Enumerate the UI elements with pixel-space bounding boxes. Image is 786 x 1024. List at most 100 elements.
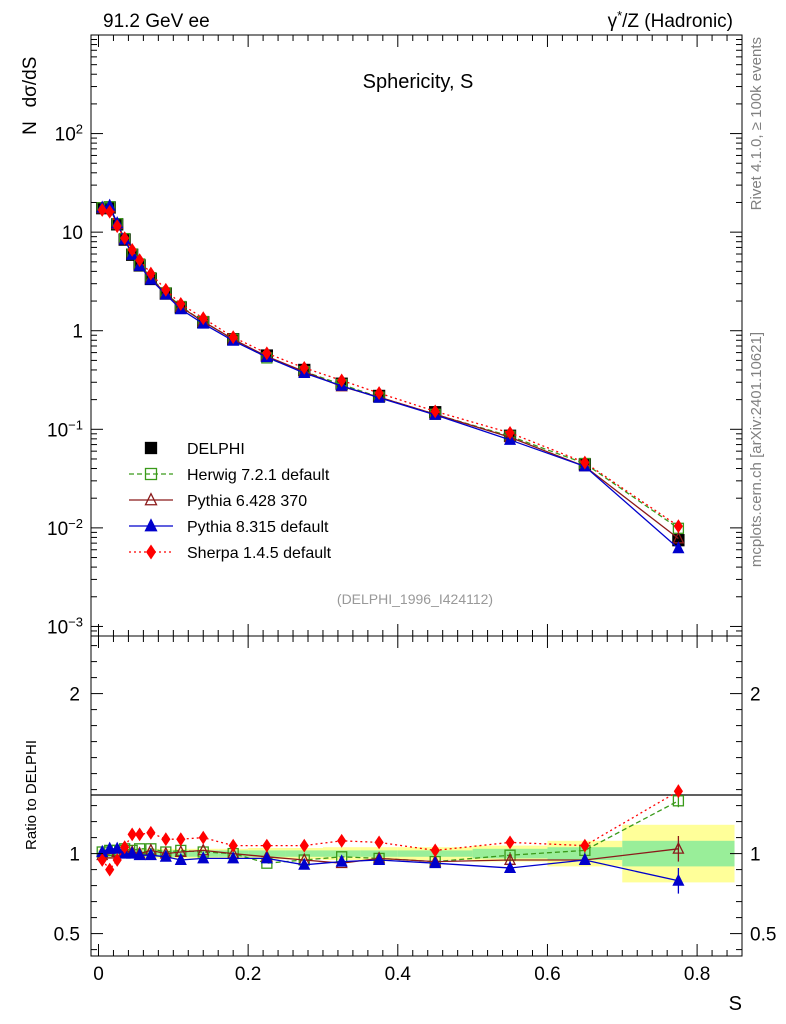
series-delphi bbox=[96, 201, 685, 547]
data-point bbox=[374, 386, 384, 400]
ratio-point bbox=[133, 847, 146, 861]
x-tick-label: 0.2 bbox=[235, 964, 261, 985]
ratio-point bbox=[146, 825, 156, 840]
ratio-point bbox=[337, 833, 347, 848]
ratio-point bbox=[176, 832, 186, 847]
y-tick-label: 10−3 bbox=[47, 614, 83, 639]
data-point bbox=[127, 243, 137, 257]
ratio-frame bbox=[90, 635, 743, 957]
data-point bbox=[97, 203, 107, 217]
y-axis-label-n: N bbox=[20, 121, 41, 135]
legend-item: Herwig 7.2.1 default bbox=[129, 467, 330, 484]
main-series-group bbox=[96, 198, 685, 554]
ratio-y-label: Ratio to DELPHI bbox=[23, 740, 40, 850]
legend-marker bbox=[145, 544, 157, 560]
legend-marker bbox=[144, 441, 158, 455]
legend-marker bbox=[144, 467, 158, 481]
ratio-point bbox=[578, 852, 591, 865]
y-tick-label: 10−1 bbox=[47, 417, 83, 442]
ratio-point bbox=[335, 854, 348, 867]
ratio-point bbox=[161, 832, 171, 847]
y-tick-label: 10 bbox=[62, 223, 83, 244]
data-point bbox=[120, 231, 130, 246]
plot-title: Sphericity, S bbox=[363, 71, 474, 93]
header-left: 91.2 GeV ee bbox=[103, 11, 210, 32]
ratio-y-tick-label-right: 1 bbox=[750, 845, 761, 866]
ratio-point bbox=[430, 843, 440, 858]
data-point bbox=[262, 346, 272, 361]
ratio-point bbox=[159, 849, 172, 862]
ratio-point bbox=[120, 840, 130, 855]
stat-uncertainty-band bbox=[322, 850, 361, 857]
header-right-gamma: γ bbox=[608, 11, 618, 32]
ratio-y-tick-label-right: 0.5 bbox=[750, 925, 776, 946]
legend-marker bbox=[144, 518, 158, 532]
legend-item: Pythia 8.315 default bbox=[129, 518, 329, 536]
ratio-point bbox=[262, 838, 272, 853]
ratio-point bbox=[429, 855, 442, 869]
ratio-point bbox=[228, 838, 238, 853]
y-tick-label: 10−2 bbox=[47, 515, 83, 540]
ratio-point bbox=[505, 835, 515, 850]
ratio-point bbox=[672, 873, 685, 886]
legend-marker bbox=[144, 492, 158, 506]
legend-label: Herwig 7.2.1 default bbox=[187, 467, 330, 484]
data-point bbox=[135, 253, 145, 268]
main-panel: 10−3 10−2 10−1 1 10 102 Sphericity, S (DELPHI… bbox=[20, 34, 743, 638]
ratio-point bbox=[126, 846, 139, 859]
ratio-point bbox=[503, 860, 517, 873]
ratio-point bbox=[127, 827, 137, 842]
header-right-rest: /Z (Hadronic) bbox=[622, 11, 733, 32]
ratio-point bbox=[580, 838, 590, 853]
data-point bbox=[198, 311, 208, 326]
legend-label: DELPHI bbox=[187, 441, 245, 458]
ratio-y-tick-label: 0.5 bbox=[54, 925, 80, 946]
ratio-point bbox=[673, 784, 683, 799]
y-tick-label: 102 bbox=[55, 121, 83, 146]
x-tick-label: 0.4 bbox=[385, 964, 412, 985]
series-sherpa-1-4-5-default bbox=[97, 203, 683, 534]
y-tick-label: 1 bbox=[72, 322, 83, 343]
ratio-point bbox=[135, 827, 145, 842]
data-point bbox=[161, 282, 171, 297]
ratio-y-tick-label: 1 bbox=[69, 845, 80, 866]
legend: DELPHI Herwig 7.2.1 default Pythia 6.428 3… bbox=[129, 441, 332, 562]
legend-label: Sherpa 1.4.5 default bbox=[187, 545, 332, 562]
series-pythia-6-428-370 bbox=[96, 200, 685, 544]
data-point bbox=[673, 519, 683, 534]
ratio-point bbox=[299, 838, 309, 853]
data-point bbox=[672, 541, 685, 554]
header-right-sup: * bbox=[617, 8, 622, 23]
ratio-point bbox=[260, 851, 273, 864]
mcplots-label: mcplots.cern.ch [arXiv:2401.10621] bbox=[748, 332, 765, 567]
legend-item: Sherpa 1.4.5 default bbox=[129, 544, 332, 562]
ratio-point bbox=[373, 852, 386, 865]
ratio-series-sherpa-1-4-5-default bbox=[97, 784, 683, 877]
ratio-point bbox=[144, 847, 157, 861]
ratio-point bbox=[672, 841, 685, 854]
series-pythia-8-315-default bbox=[96, 198, 685, 554]
data-point bbox=[505, 425, 515, 440]
legend-item: DELPHI bbox=[144, 441, 245, 458]
data-point bbox=[580, 455, 590, 470]
data-point bbox=[430, 404, 440, 419]
main-y-axis: 10−3 10−2 10−1 1 10 102 bbox=[47, 35, 742, 638]
ratio-point bbox=[105, 862, 115, 877]
legend-label: Pythia 6.428 370 bbox=[187, 493, 307, 510]
header-right: γ*/Z (Hadronic) bbox=[608, 8, 733, 33]
ratio-y-tick-label: 2 bbox=[69, 685, 80, 706]
data-point bbox=[112, 219, 122, 234]
ratio-point bbox=[103, 841, 116, 854]
ratio-point bbox=[227, 851, 240, 864]
ratio-point bbox=[198, 830, 208, 845]
analysis-tag: (DELPHI_1996_I424112) bbox=[337, 591, 493, 607]
data-point bbox=[176, 297, 186, 311]
x-tick-label: 0.8 bbox=[684, 964, 710, 985]
rivet-label: Rivet 4.1.0, ≥ 100k events bbox=[748, 37, 765, 210]
ratio-y-tick-label-right: 2 bbox=[750, 685, 761, 706]
legend-label: Pythia 8.315 default bbox=[187, 519, 329, 536]
data-point bbox=[146, 266, 156, 281]
y-axis-label-expr: dσ/dS bbox=[20, 57, 41, 108]
